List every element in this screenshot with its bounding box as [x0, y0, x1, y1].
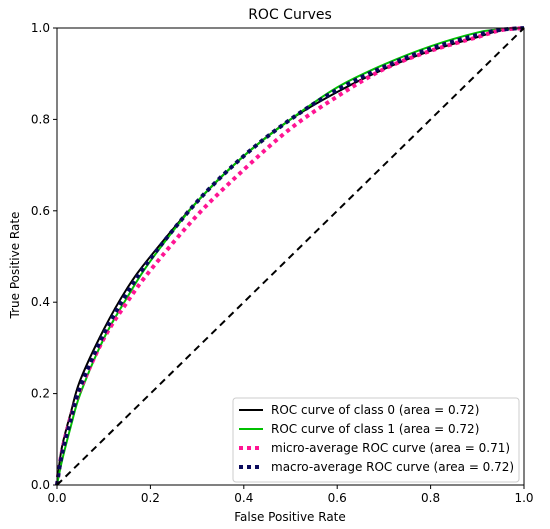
x-axis-ticks: 0.0 0.2 0.4 0.6 0.8 1.0 [47, 485, 534, 505]
legend-label-2: micro-average ROC curve (area = 0.71) [271, 441, 510, 455]
x-tick-label: 0.8 [421, 491, 440, 505]
plot-frame [56, 27, 525, 486]
y-tick-label: 0.6 [31, 204, 50, 218]
y-tick-label: 0.0 [31, 478, 50, 492]
x-tick-label: 0.6 [328, 491, 347, 505]
legend-box [232, 397, 520, 483]
legend-label-3: macro-average ROC curve (area = 0.72) [271, 460, 514, 474]
x-tick-label: 0.4 [234, 491, 253, 505]
y-tick-label: 0.2 [31, 387, 50, 401]
chance-diagonal-line [56, 27, 525, 486]
x-tick-label: 0.2 [141, 491, 160, 505]
y-tick-label: 0.8 [31, 112, 50, 126]
x-axis-label: False Positive Rate [234, 510, 346, 524]
x-tick-label: 0.0 [47, 491, 66, 505]
series-line-2 [55, 26, 525, 486]
series-line-3 [55, 26, 525, 486]
chart-title: ROC Curves [248, 7, 332, 23]
legend-label-0: ROC curve of class 0 (area = 0.72) [271, 403, 479, 417]
plot-area [55, 26, 525, 486]
legend: ROC curve of class 0 (area = 0.72) ROC cu… [232, 397, 520, 483]
y-axis-label: True Positive Rate [8, 212, 22, 320]
x-tick-label: 1.0 [514, 491, 533, 505]
legend-label-1: ROC curve of class 1 (area = 0.72) [271, 422, 479, 436]
y-tick-label: 0.4 [31, 295, 50, 309]
series-line-1 [56, 27, 525, 486]
y-tick-label: 1.0 [31, 21, 50, 35]
y-axis-ticks: 0.0 0.2 0.4 0.6 0.8 1.0 [31, 21, 57, 492]
